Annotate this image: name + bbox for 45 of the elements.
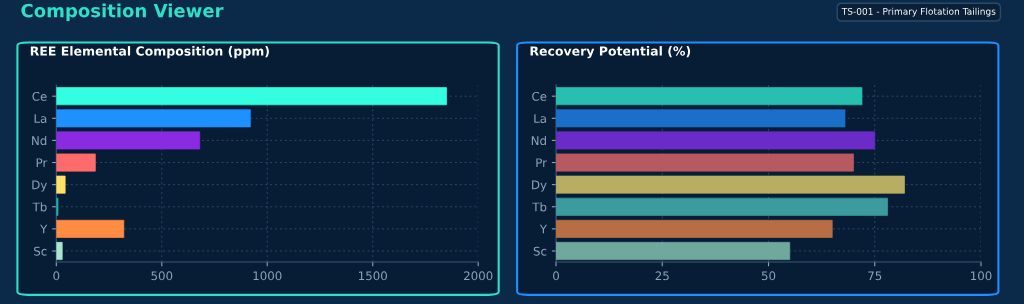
x-tick-label: 25 <box>655 271 669 281</box>
y-tick-label: Tb <box>532 202 547 212</box>
chart-title: REE Elemental Composition (ppm) <box>30 46 269 59</box>
x-tick-label: 50 <box>761 271 776 281</box>
y-tick-label: Nd <box>531 135 546 146</box>
x-tick-label: 2000 <box>464 271 493 281</box>
y-tick-label: Y <box>539 224 548 234</box>
y-tick-label: Dy <box>532 180 547 192</box>
bar <box>556 197 888 216</box>
y-tick-label: Ce <box>32 91 47 101</box>
x-tick-label: 100 <box>971 271 992 281</box>
bar <box>556 87 863 106</box>
bar <box>56 175 66 194</box>
y-tick-label: La <box>534 114 546 123</box>
y-tick-label: Pr <box>36 158 48 168</box>
bar <box>556 109 846 128</box>
bar <box>56 153 96 172</box>
bar <box>56 219 125 238</box>
text: TS-001 - Primary Flotation Tailings <box>841 7 996 17</box>
chart-title: Recovery Potential (%) <box>530 46 691 59</box>
bar <box>56 87 447 106</box>
x-tick-label: 500 <box>151 271 173 281</box>
y-tick-label: La <box>34 114 47 123</box>
bar <box>56 242 63 260</box>
y-tick-label: Ce <box>532 91 547 101</box>
x-tick-label: 0 <box>53 271 60 281</box>
x-tick-label: 75 <box>868 271 882 281</box>
y-tick-label: Sc <box>34 246 47 256</box>
bar <box>556 175 905 194</box>
y-tick-label: Tb <box>32 202 47 212</box>
y-tick-label: Sc <box>533 246 547 256</box>
bar <box>556 153 854 172</box>
bar <box>556 131 876 150</box>
y-tick-label: Pr <box>536 158 547 168</box>
x-tick-label: 0 <box>553 271 559 281</box>
y-tick-label: Nd <box>32 135 47 146</box>
bar <box>56 131 201 150</box>
bar <box>556 242 791 260</box>
y-tick-label: Dy <box>32 180 47 192</box>
y-tick-label: Y <box>40 224 48 234</box>
text: Composition Viewer <box>21 3 224 21</box>
bar <box>56 109 251 128</box>
x-tick-label: 1500 <box>359 271 387 281</box>
x-tick-label: 1000 <box>253 271 282 281</box>
bar <box>556 219 833 238</box>
